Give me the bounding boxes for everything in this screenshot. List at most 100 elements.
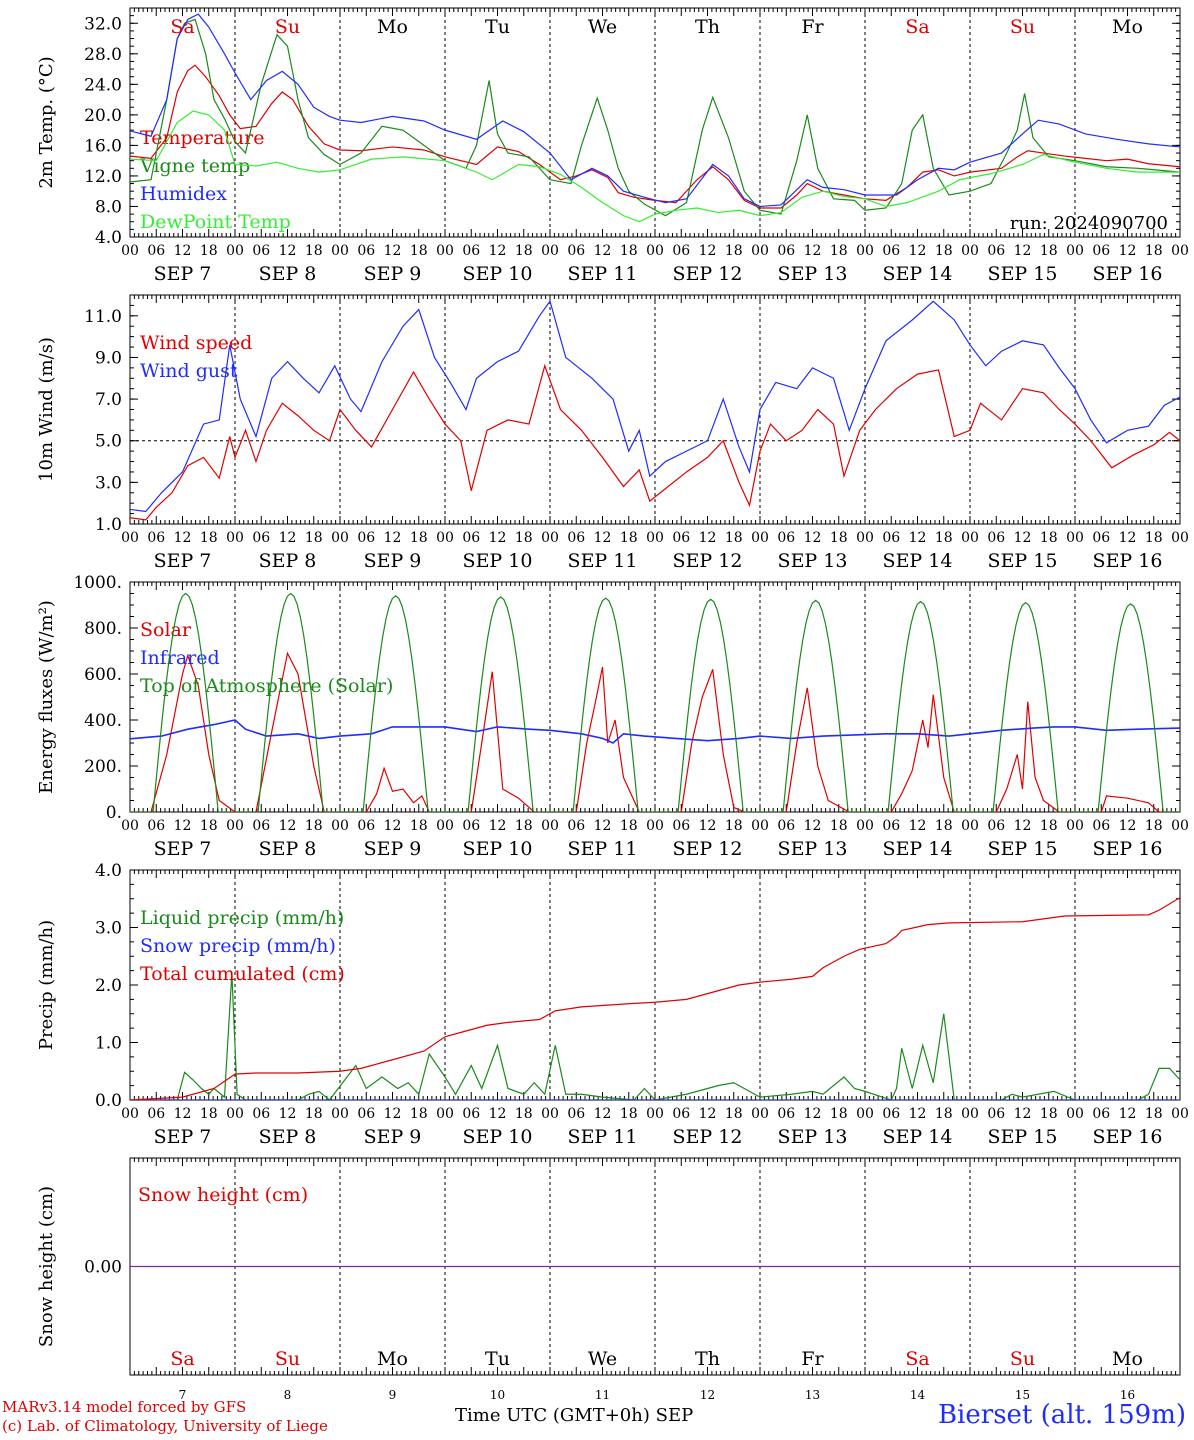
hour-tick-label: 00 bbox=[1171, 1106, 1189, 1122]
hour-tick-label: 12 bbox=[909, 1106, 927, 1122]
date-label: SEP 9 bbox=[364, 263, 422, 285]
hour-tick-label: 06 bbox=[357, 530, 375, 546]
hour-tick-label: 00 bbox=[121, 1106, 139, 1122]
hour-tick-label: 12 bbox=[174, 530, 192, 546]
date-label: SEP 8 bbox=[259, 838, 317, 860]
y-tick-label: 24.0 bbox=[84, 75, 122, 95]
station-label: Bierset (alt. 159m) bbox=[937, 1400, 1186, 1430]
hour-tick-label: 06 bbox=[672, 1106, 690, 1122]
hour-tick-label: 06 bbox=[462, 243, 480, 259]
legend-entry: Wind speed bbox=[140, 332, 252, 354]
day-number-label: 14 bbox=[910, 1388, 926, 1402]
date-label: SEP 11 bbox=[568, 1126, 638, 1148]
day-name: Th bbox=[695, 16, 720, 38]
hour-tick-label: 18 bbox=[935, 818, 953, 834]
date-label: SEP 9 bbox=[364, 1126, 422, 1148]
day-name: Tu bbox=[485, 1348, 510, 1370]
hour-tick-label: 12 bbox=[489, 818, 507, 834]
hour-tick-label: 00 bbox=[646, 530, 664, 546]
day-name: Fr bbox=[801, 16, 824, 38]
hour-tick-label: 12 bbox=[594, 1106, 612, 1122]
day-name: We bbox=[588, 16, 617, 38]
hour-tick-label: 12 bbox=[804, 818, 822, 834]
hour-tick-label: 06 bbox=[672, 243, 690, 259]
hour-tick-label: 06 bbox=[882, 530, 900, 546]
y-tick-label: 4.0 bbox=[95, 228, 122, 248]
date-label: SEP 7 bbox=[154, 1126, 212, 1148]
y-tick-label: 3.0 bbox=[95, 919, 122, 939]
day-name: Sa bbox=[170, 16, 194, 38]
hour-tick-label: 00 bbox=[751, 530, 769, 546]
hour-tick-label: 12 bbox=[699, 530, 717, 546]
hour-tick-label: 06 bbox=[252, 1106, 270, 1122]
series-line-2 bbox=[130, 299, 1180, 513]
hour-tick-label: 00 bbox=[961, 243, 979, 259]
date-label: SEP 15 bbox=[988, 263, 1058, 285]
hour-tick-label: 00 bbox=[436, 243, 454, 259]
hour-tick-label: 06 bbox=[882, 1106, 900, 1122]
date-label: SEP 16 bbox=[1093, 263, 1163, 285]
y-tick-label: 5.0 bbox=[95, 432, 122, 452]
hour-tick-label: 00 bbox=[1066, 818, 1084, 834]
hour-tick-label: 18 bbox=[935, 1106, 953, 1122]
y-tick-label: 32.0 bbox=[84, 14, 122, 34]
hour-tick-label: 06 bbox=[462, 1106, 480, 1122]
series-line-1 bbox=[130, 973, 1180, 1100]
hour-tick-label: 18 bbox=[1040, 243, 1058, 259]
hour-tick-label: 12 bbox=[594, 818, 612, 834]
hour-tick-label: 06 bbox=[1092, 243, 1110, 259]
hour-tick-label: 18 bbox=[620, 243, 638, 259]
y-tick-label: 1.0 bbox=[95, 1034, 122, 1054]
date-label: SEP 11 bbox=[568, 838, 638, 860]
series-line-2 bbox=[130, 18, 1180, 217]
hour-tick-label: 18 bbox=[1145, 818, 1163, 834]
hour-tick-label: 12 bbox=[384, 1106, 402, 1122]
date-label: SEP 7 bbox=[154, 550, 212, 572]
hour-tick-label: 00 bbox=[541, 530, 559, 546]
y-axis-label: Snow height (cm) bbox=[36, 1186, 57, 1347]
legend-entry: Total cumulated (cm) bbox=[140, 963, 345, 985]
hour-tick-label: 12 bbox=[804, 243, 822, 259]
hour-tick-label: 12 bbox=[174, 818, 192, 834]
date-label: SEP 13 bbox=[778, 550, 848, 572]
legend-entry: Snow height (cm) bbox=[138, 1184, 308, 1206]
hour-tick-label: 12 bbox=[909, 530, 927, 546]
hour-tick-label: 06 bbox=[567, 1106, 585, 1122]
hour-tick-label: 12 bbox=[384, 243, 402, 259]
hour-tick-label: 18 bbox=[305, 243, 323, 259]
y-tick-label: 4.0 bbox=[95, 861, 122, 881]
hour-tick-label: 06 bbox=[777, 530, 795, 546]
hour-tick-label: 00 bbox=[751, 1106, 769, 1122]
panel-5: 0.00 Snow height (cm) Snow height (cm) Sa Su… bbox=[36, 1157, 1181, 1402]
hour-tick-label: 12 bbox=[279, 530, 297, 546]
hour-tick-label: 12 bbox=[594, 530, 612, 546]
legend-entry: Vigne temp bbox=[139, 155, 250, 177]
hour-tick-label: 00 bbox=[1171, 530, 1189, 546]
y-tick-label: 0. bbox=[106, 803, 122, 823]
hour-tick-label: 00 bbox=[541, 818, 559, 834]
series-line-1 bbox=[130, 64, 1180, 209]
hour-tick-label: 18 bbox=[410, 243, 428, 259]
hour-tick-label: 18 bbox=[725, 530, 743, 546]
y-tick-label: 0.0 bbox=[95, 1091, 122, 1111]
date-label: SEP 8 bbox=[259, 550, 317, 572]
hour-tick-label: 18 bbox=[200, 243, 218, 259]
hour-tick-label: 18 bbox=[725, 1106, 743, 1122]
y-tick-label: 11.0 bbox=[84, 307, 122, 327]
day-number-label: 10 bbox=[490, 1388, 505, 1402]
hour-tick-label: 00 bbox=[436, 530, 454, 546]
date-label: SEP 11 bbox=[568, 263, 638, 285]
date-label: SEP 16 bbox=[1093, 1126, 1163, 1148]
hour-tick-label: 06 bbox=[462, 818, 480, 834]
hour-tick-label: 06 bbox=[882, 818, 900, 834]
hour-tick-label: 12 bbox=[489, 243, 507, 259]
time-axis-title: Time UTC (GMT+0h) bbox=[455, 1405, 650, 1426]
day-name: Mo bbox=[1112, 1348, 1143, 1370]
y-tick-label: 3.0 bbox=[95, 473, 122, 493]
hour-tick-label: 18 bbox=[620, 1106, 638, 1122]
hour-tick-label: 00 bbox=[856, 818, 874, 834]
day-number-label: 9 bbox=[389, 1388, 397, 1402]
day-name: Fr bbox=[801, 1348, 824, 1370]
series-line-2 bbox=[130, 719, 1180, 744]
hour-tick-label: 18 bbox=[410, 818, 428, 834]
